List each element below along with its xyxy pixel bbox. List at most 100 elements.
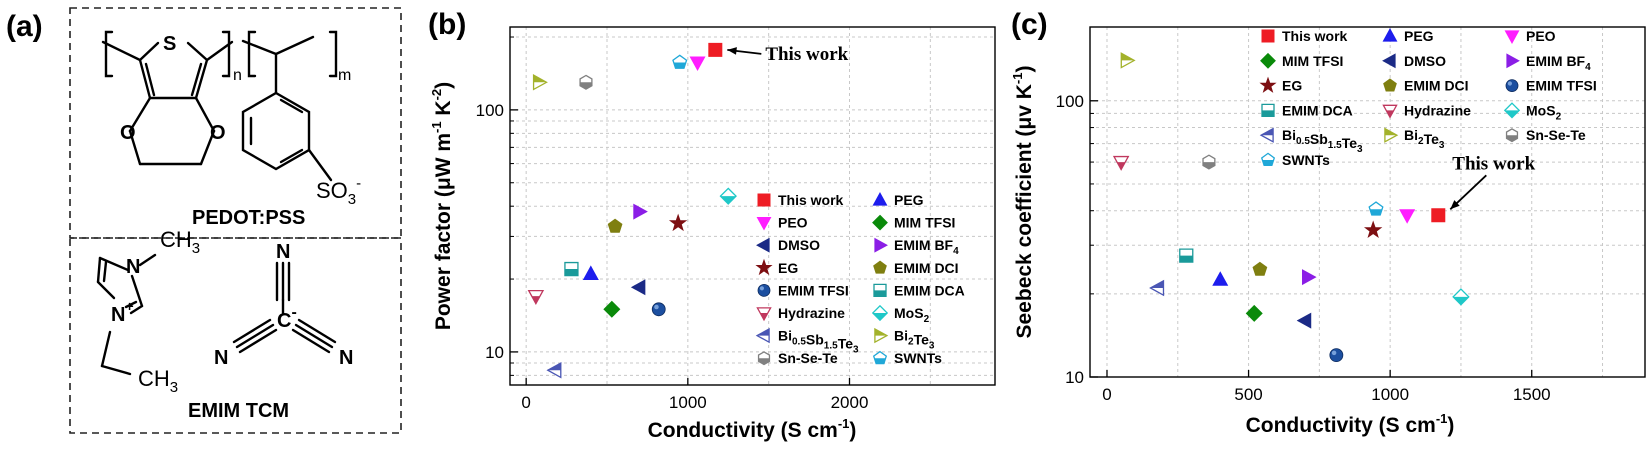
chart-b-annotation: This work xyxy=(727,44,849,65)
legend-marker-mos2 xyxy=(1503,102,1521,119)
pedot-structure xyxy=(101,30,234,166)
chart-b-legend: This work PEG PEO MIM TFSI DMSO EMIM BF4 EG EMI… xyxy=(755,192,965,366)
legend-marker-peg xyxy=(1382,28,1398,42)
legend-marker-dmso xyxy=(1382,53,1396,69)
emim-n-atom: N xyxy=(126,256,140,278)
y-tick-label: 10 xyxy=(485,343,504,362)
legend-label-emim-tfsi: EMIM TFSI xyxy=(778,282,849,298)
structures-svg: (a) S O O n xyxy=(6,7,402,434)
chart-b-ylabel: Power factor (μW m-1 K-2) xyxy=(429,82,455,330)
chart-c-ylabel: Seebeck coefficient (μv K-1) xyxy=(1010,65,1036,338)
panel-b-power-factor: (b) 0 1000 2000 10 100 This work PEG PEO MIM TF… xyxy=(420,0,1005,467)
point-dmso xyxy=(630,279,646,296)
x-tick-label: 1500 xyxy=(1513,385,1551,404)
point-bi2te3 xyxy=(1120,52,1136,69)
legend-marker-hydrazine xyxy=(756,307,772,322)
legend-label-peo: PEO xyxy=(1526,28,1556,44)
legend-label-emim-dci: EMIM DCI xyxy=(894,260,959,276)
legend-label-mim-tfsi: MIM TFSI xyxy=(1282,53,1343,69)
y-tick-label: 10 xyxy=(1065,368,1084,387)
legend-marker-sn-se-te xyxy=(757,351,771,366)
emim-ch3-top: CH3 xyxy=(160,227,200,257)
point-peo xyxy=(1399,209,1416,224)
point-swnts xyxy=(1368,201,1384,216)
c-ylabel-sup1: -1 xyxy=(1010,72,1025,84)
legend-marker-eg xyxy=(755,258,773,276)
b-ylabel-mid: K xyxy=(432,100,455,121)
chart-b-marks xyxy=(527,42,737,379)
emim-tcm-name: EMIM TCM xyxy=(188,400,289,422)
pedot-box xyxy=(69,7,402,239)
x-tick-label: 0 xyxy=(1102,385,1111,404)
point-dmso xyxy=(1296,312,1312,329)
panel-a-structures: (a) S O O n xyxy=(0,0,420,467)
chart-b-ticks: 0 1000 2000 10 100 xyxy=(476,36,868,412)
pss-m-subscript: m xyxy=(338,67,351,84)
point-emim-bf4 xyxy=(633,203,648,220)
x-tick-label: 500 xyxy=(1234,385,1262,404)
ch3-sub-top: 3 xyxy=(192,240,200,257)
point-mim-tfsi xyxy=(603,300,621,318)
legend-label-this-work: This work xyxy=(778,192,844,208)
emim-box xyxy=(69,237,402,434)
y-tick-label: 100 xyxy=(1056,92,1084,111)
legend-marker-emim-dca xyxy=(1261,103,1275,118)
legend-label-peo: PEO xyxy=(778,215,808,231)
legend-label-eg: EG xyxy=(778,260,798,276)
legend-marker-hydrazine xyxy=(1382,104,1398,119)
legend-marker-emim-bf4 xyxy=(874,237,888,253)
chart-b-xlabel: Conductivity (S cm-1) xyxy=(648,416,857,442)
legend-label-bi0-5sb1-5te3: Bi0.5Sb1.5Te3 xyxy=(1282,127,1363,155)
legend-label-eg: EG xyxy=(1282,78,1302,94)
legend-marker-sn-se-te xyxy=(1505,128,1519,143)
point-peg xyxy=(1212,271,1229,286)
legend-label-bi0-5sb1-5te3: Bi0.5Sb1.5Te3 xyxy=(778,328,859,356)
point-eg xyxy=(668,213,688,232)
point-mos2 xyxy=(1452,288,1470,306)
point-emim-tfsi xyxy=(1329,348,1344,363)
legend-label-bi2te3: Bi2Te3 xyxy=(894,328,935,352)
chart-c-grid xyxy=(1090,27,1645,377)
point-bi0-5sb1-5te3 xyxy=(1149,279,1165,297)
point-emim-dci xyxy=(607,218,623,233)
x-tick-label: 0 xyxy=(521,393,530,412)
so3-label: SO xyxy=(316,178,348,203)
legend-marker-peo xyxy=(1504,30,1520,44)
legend-label-mim-tfsi: MIM TFSI xyxy=(894,215,955,231)
legend-marker-emim-dci xyxy=(873,260,887,274)
legend-label-bi2te3: Bi2Te3 xyxy=(1404,127,1445,151)
c-label: C xyxy=(277,310,291,332)
ch3-label-bottom: CH xyxy=(138,366,170,391)
point-peg xyxy=(582,265,599,280)
y-tick-label: 100 xyxy=(476,101,504,120)
b-ylabel-main: Power factor (μW m xyxy=(432,133,455,330)
legend-marker-mim-tfsi xyxy=(872,214,888,231)
pedot-pss-name: PEDOT:PSS xyxy=(192,207,305,229)
emim-n-plus-atom: N+ xyxy=(111,298,134,326)
plus-charge: + xyxy=(125,298,133,314)
point-hydrazine xyxy=(527,289,545,305)
point-bi2te3 xyxy=(532,74,548,91)
point-this-work xyxy=(708,42,723,57)
legend-marker-bi2te3 xyxy=(1384,127,1399,143)
legend-label-swnts: SWNTs xyxy=(1282,152,1330,168)
b-ylabel-sup1: -1 xyxy=(429,121,444,133)
legend-marker-swnts xyxy=(872,350,888,365)
annotation-arrow-head xyxy=(727,47,737,55)
c-xlabel-end: ) xyxy=(1447,414,1454,437)
so3-subscript: 3 xyxy=(348,191,356,208)
b-xlabel-end: ) xyxy=(849,419,856,442)
legend-marker-emim-tfsi xyxy=(757,283,771,297)
so3-charge: - xyxy=(356,175,361,192)
chart-b-svg: (b) 0 1000 2000 10 100 This work PEG PEO MIM TF… xyxy=(428,8,996,442)
point-this-work xyxy=(1431,208,1446,223)
legend-marker-emim-tfsi xyxy=(1505,79,1519,92)
emim-structure xyxy=(96,253,157,376)
point-swnts xyxy=(672,54,688,69)
chart-c-svg: (c) 0 500 1000 1500 10 100 This work PEG PEO MIM… xyxy=(1010,8,1646,437)
legend-label-peg: PEG xyxy=(1404,28,1434,44)
pedot-o-atom-right: O xyxy=(210,122,226,144)
chart-c-legend: This work PEG PEO MIM TFSI DMSO EMIM BF4 EG EMI… xyxy=(1259,28,1597,168)
legend-marker-mos2 xyxy=(871,304,889,322)
pedot-n-subscript: n xyxy=(233,67,242,84)
